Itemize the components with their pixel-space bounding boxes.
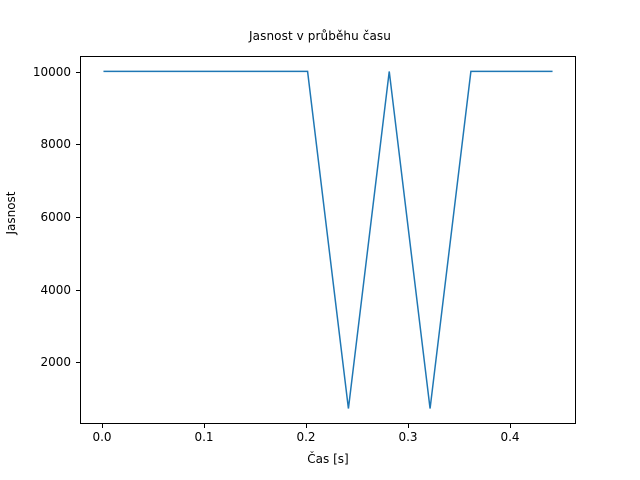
x-tick-label: 0.4 — [500, 430, 520, 444]
x-axis-label: Čas [s] — [307, 452, 349, 466]
y-tick-mark — [76, 217, 80, 218]
y-tick-label: 6000 — [40, 210, 71, 224]
x-tick-label: 0.2 — [296, 430, 316, 444]
x-tick-mark — [408, 424, 409, 428]
y-tick-mark — [76, 72, 80, 73]
x-tick-mark — [510, 424, 511, 428]
y-axis-tick-labels: 10000 8000 6000 4000 2000 — [0, 0, 71, 480]
y-tick-mark — [76, 362, 80, 363]
x-tick-mark — [102, 424, 103, 428]
plot-area — [80, 56, 576, 424]
x-tick-label: 0.3 — [398, 430, 418, 444]
x-tick-label: 0.1 — [194, 430, 214, 444]
y-tick-label: 4000 — [40, 283, 71, 297]
x-tick-mark — [204, 424, 205, 428]
y-tick-mark — [76, 144, 80, 145]
data-series-line — [103, 70, 553, 409]
data-line-svg — [103, 70, 553, 409]
chart-title: Jasnost v průběhu času — [249, 29, 391, 43]
x-tick-label: 0.0 — [92, 430, 112, 444]
y-tick-label: 2000 — [40, 355, 71, 369]
y-tick-label: 8000 — [40, 137, 71, 151]
y-tick-mark — [76, 290, 80, 291]
x-tick-mark — [306, 424, 307, 428]
y-tick-label: 10000 — [32, 65, 71, 79]
